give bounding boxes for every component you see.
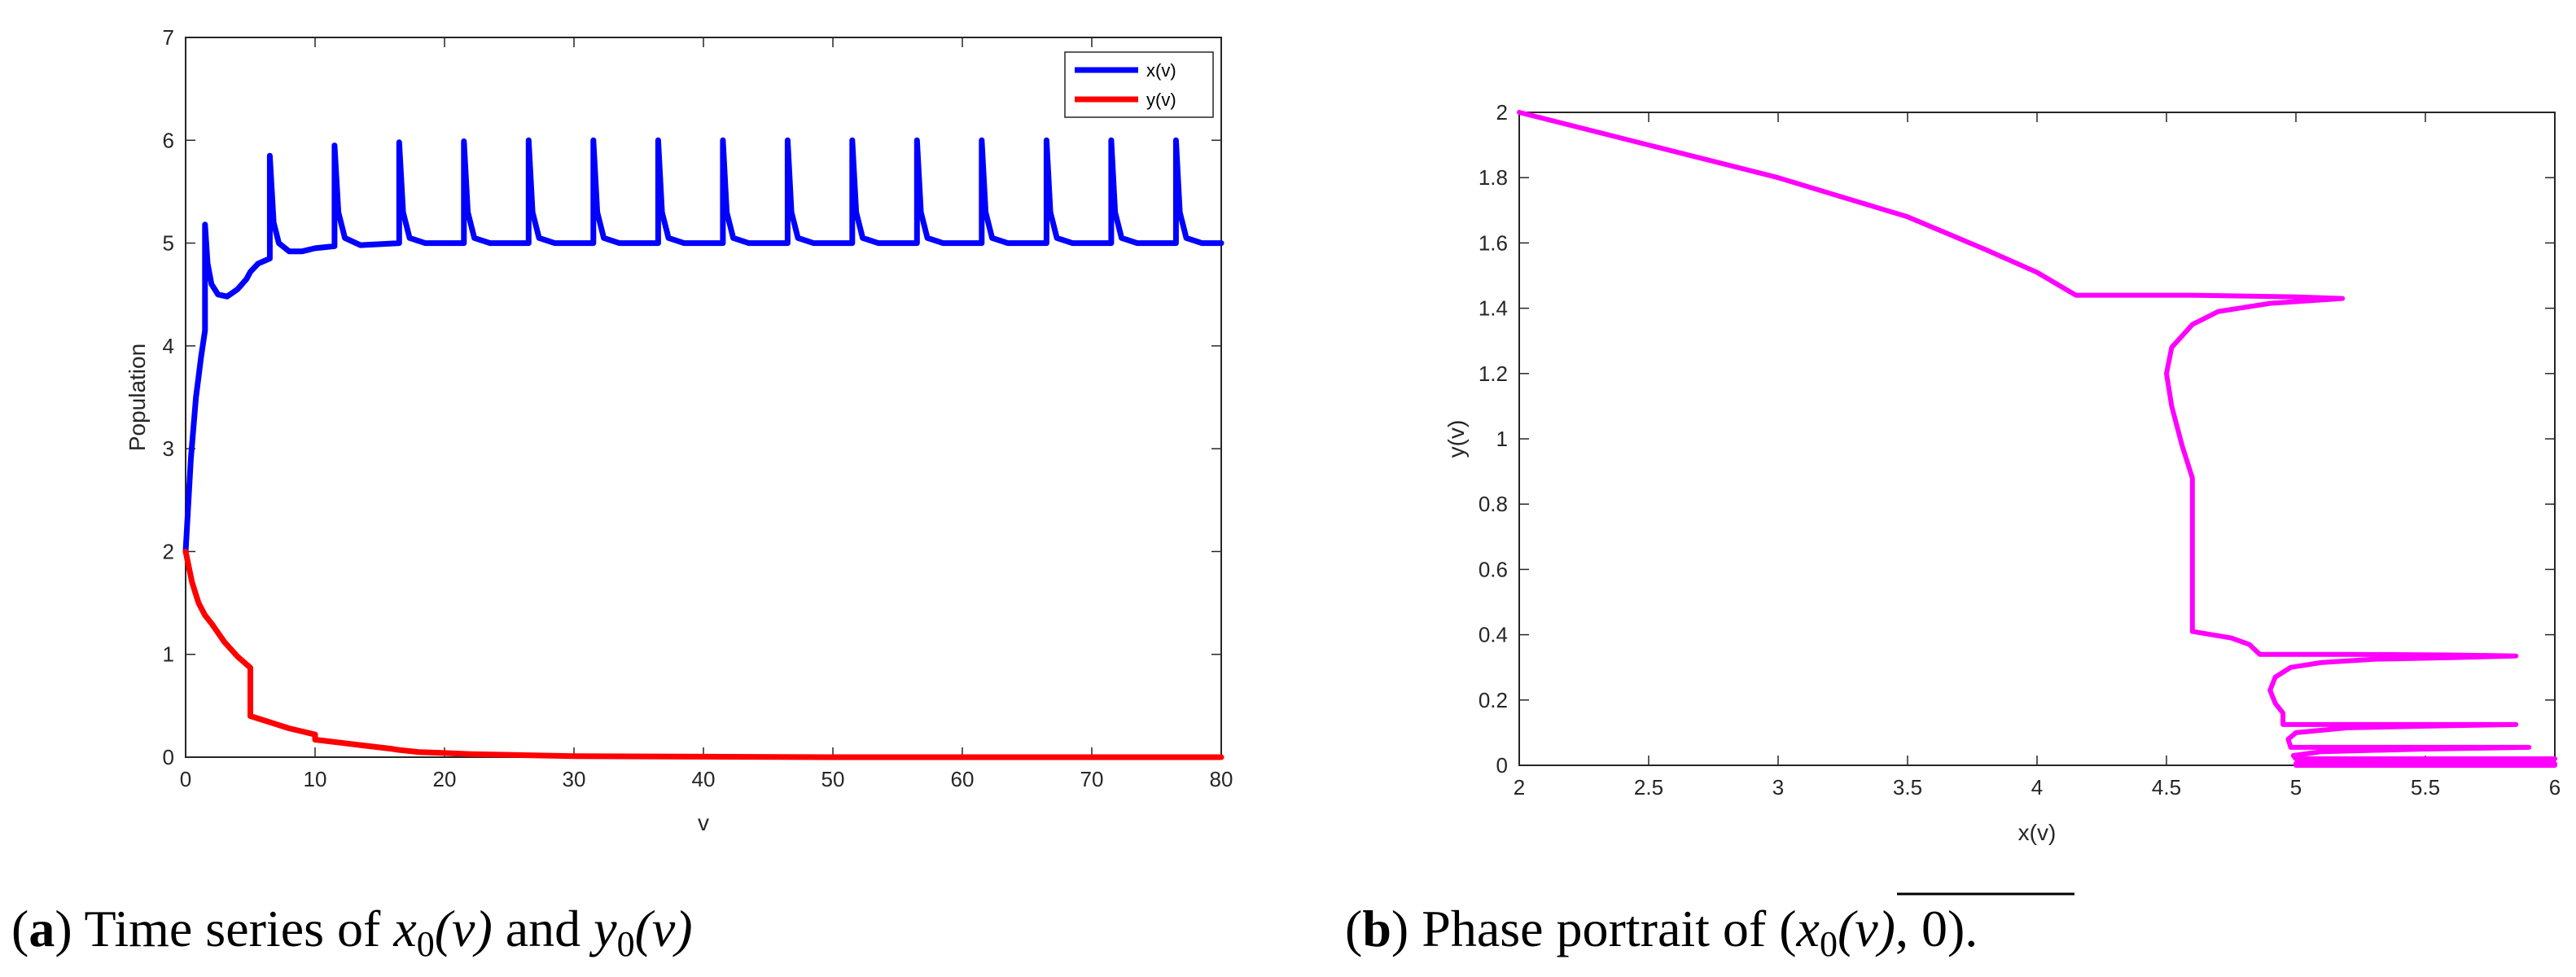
x-tick-label: 80 bbox=[1210, 767, 1233, 791]
caption-a-prefix: Time series of bbox=[84, 900, 393, 957]
caption-a-xarg: (v) bbox=[435, 900, 493, 957]
caption-a-ysub: 0 bbox=[617, 924, 635, 964]
caption-b-prefix: Phase portrait of bbox=[1422, 900, 1779, 957]
y-tick-label: 0.2 bbox=[1479, 688, 1508, 712]
y-tick-label: 4 bbox=[163, 334, 174, 358]
y-tick-label: 0.8 bbox=[1479, 492, 1508, 516]
x-tick-label: 70 bbox=[1080, 767, 1104, 791]
y-tick-label: 0 bbox=[1496, 753, 1508, 778]
y-tick-label: 1.8 bbox=[1479, 165, 1508, 190]
y-tick-label: 0.4 bbox=[1479, 623, 1508, 647]
x-tick-label: 30 bbox=[563, 767, 586, 791]
legend-label-y: y(v) bbox=[1146, 90, 1176, 110]
x-tick-label: 4 bbox=[2031, 775, 2043, 800]
panel-b-plot-frame bbox=[1518, 112, 2556, 766]
x-tick-label: 50 bbox=[821, 767, 845, 791]
caption-b-open: ( bbox=[1779, 900, 1796, 957]
x-tick-label: 60 bbox=[951, 767, 975, 791]
caption-a-yvar: y bbox=[589, 900, 617, 957]
series-line-xv bbox=[182, 137, 1224, 554]
x-tick-label: 2 bbox=[1514, 775, 1525, 800]
panel-a-plot-frame bbox=[185, 37, 1222, 758]
y-tick-label: 5 bbox=[163, 231, 174, 256]
panel-a-legend: x(v) y(v) bbox=[1064, 51, 1214, 118]
y-tick-label: 7 bbox=[163, 25, 174, 50]
legend-label-x: x(v) bbox=[1146, 60, 1176, 81]
caption-b-xvar: x bbox=[1796, 900, 1820, 957]
panel-a-y-axis-label: Population bbox=[125, 344, 150, 451]
caption-a-xvar: x bbox=[392, 900, 416, 957]
caption-a-label: a bbox=[28, 900, 55, 957]
x-tick-label: 2.5 bbox=[1634, 775, 1663, 800]
y-tick-label: 1.2 bbox=[1479, 361, 1508, 386]
y-tick-label: 0 bbox=[163, 745, 174, 769]
y-tick-label: 2 bbox=[163, 539, 174, 563]
x-tick-label: 10 bbox=[304, 767, 327, 791]
panel-b-y-axis-label: y(v) bbox=[1444, 420, 1469, 458]
legend-box bbox=[1064, 51, 1214, 118]
x-tick-label: 3 bbox=[1772, 775, 1784, 800]
y-tick-label: 1 bbox=[1496, 427, 1508, 451]
y-tick-label: 6 bbox=[163, 128, 174, 152]
x-tick-label: 20 bbox=[433, 767, 457, 791]
panel-b-chart: 2 2.5 3 3.5 4 4.5 5 5.5 6 0 0.2 0.4 0.6 0.8 1 1.2 1.4 1.6… bbox=[1444, 100, 2561, 845]
caption-b-label: b bbox=[1362, 900, 1391, 957]
y-tick-label: 2 bbox=[1496, 100, 1508, 125]
panel-a-chart: 0 10 20 30 40 50 60 70 80 0 1 2 3 4 5 6 7 v Population x… bbox=[125, 25, 1233, 835]
x-tick-label: 5.5 bbox=[2411, 775, 2440, 800]
y-tick-label: 3 bbox=[163, 436, 174, 461]
panel-a-series bbox=[182, 137, 1224, 760]
caption-b-rest: , 0). bbox=[1895, 900, 1978, 957]
x-tick-label: 5 bbox=[2290, 775, 2302, 800]
x-tick-label: 6 bbox=[2549, 775, 2561, 800]
caption-a-middle: and bbox=[493, 900, 594, 957]
panel-b-ticks: 2 2.5 3 3.5 4 4.5 5 5.5 6 0 0.2 0.4 0.6 0.8 1 1.2 1.4 1.6… bbox=[1479, 100, 2561, 800]
x-tick-label: 0 bbox=[180, 767, 191, 791]
y-tick-label: 0.6 bbox=[1479, 557, 1508, 581]
y-tick-label: 1.6 bbox=[1479, 230, 1508, 255]
caption-a: (a) Time series of x0(v) and y0(v) bbox=[11, 900, 693, 964]
panel-b-x-axis-label: x(v) bbox=[2018, 820, 2057, 845]
series-line-yv bbox=[182, 548, 1224, 760]
x-tick-label: 4.5 bbox=[2152, 775, 2181, 800]
x-tick-label: 40 bbox=[692, 767, 716, 791]
panel-a-ticks: 0 10 20 30 40 50 60 70 80 0 1 2 3 4 5 6 7 bbox=[163, 25, 1233, 791]
caption-a-xsub: 0 bbox=[417, 924, 435, 964]
panel-b-series bbox=[1517, 110, 2557, 768]
caption-a-yarg: (v) bbox=[635, 900, 693, 957]
panel-a-x-axis-label: v bbox=[698, 810, 709, 835]
y-tick-label: 1 bbox=[163, 642, 174, 667]
y-tick-label: 1.4 bbox=[1479, 296, 1508, 321]
x-tick-label: 3.5 bbox=[1893, 775, 1922, 800]
caption-b-xsub: 0 bbox=[1820, 924, 1838, 964]
caption-b-xarg: (v) bbox=[1838, 900, 1895, 957]
series-line-trajectory bbox=[1517, 110, 2557, 768]
caption-b: (b) Phase portrait of (x0(v), 0). bbox=[1345, 900, 1978, 964]
